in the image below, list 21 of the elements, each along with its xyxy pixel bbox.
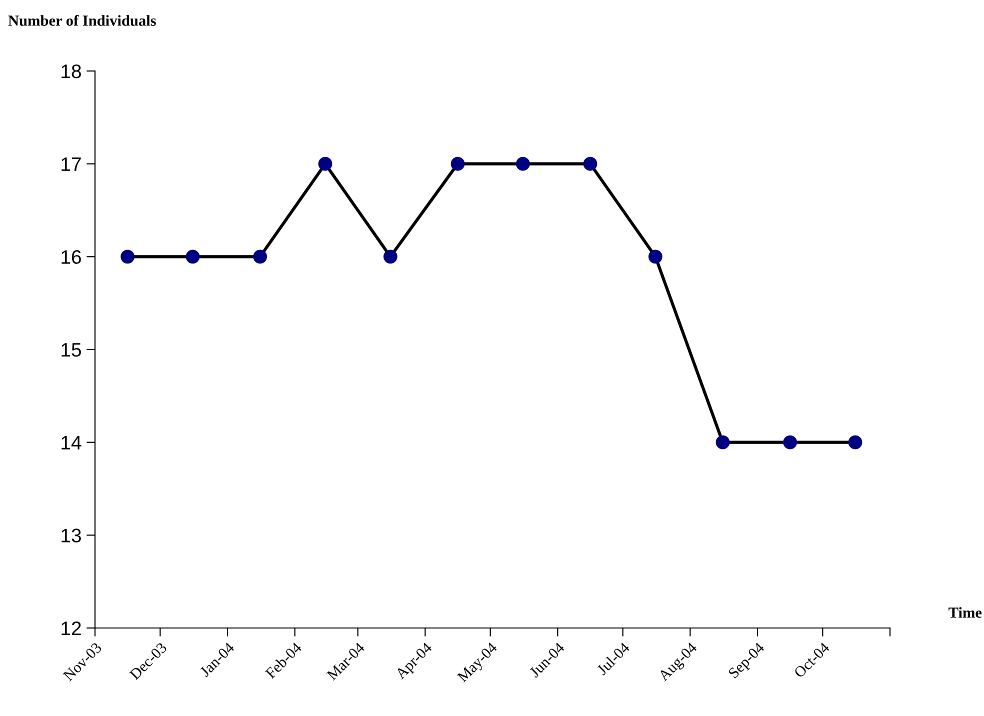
y-tick-label: 16 <box>62 250 81 264</box>
y-axis-title: Number of Individuals <box>8 14 156 26</box>
point <box>450 156 465 171</box>
y-tick-label: 17 <box>62 158 81 171</box>
point <box>516 156 530 171</box>
point <box>648 250 662 264</box>
point <box>186 250 200 264</box>
y-tick-label: 18 <box>62 64 81 78</box>
point <box>253 250 268 264</box>
y-tick-label: 12 <box>62 621 81 636</box>
point <box>120 250 135 264</box>
point <box>318 156 332 171</box>
y-tick-label: 15 <box>62 343 81 357</box>
point <box>783 435 798 450</box>
point <box>848 435 862 450</box>
point <box>583 156 598 171</box>
y-tick-label: 14 <box>62 436 82 450</box>
point <box>383 250 398 264</box>
x-axis-title: Time <box>948 607 982 618</box>
y-tick-label: 13 <box>62 528 81 542</box>
point <box>716 435 730 450</box>
